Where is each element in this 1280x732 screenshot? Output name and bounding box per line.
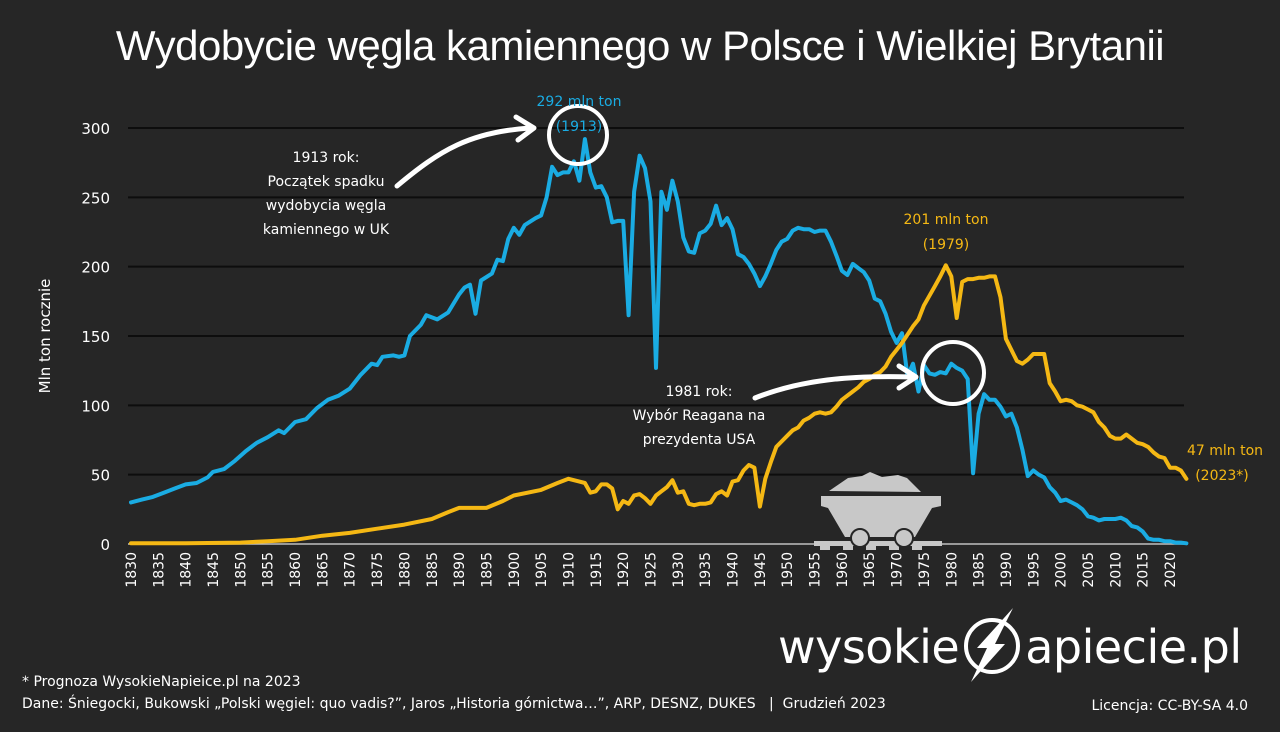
annotation-2023-pl: 47 mln ton [1187, 443, 1263, 459]
gridlines [128, 127, 1184, 545]
svg-text:1865: 1865 [315, 552, 331, 588]
svg-text:2020: 2020 [1163, 552, 1179, 588]
svg-text:2005: 2005 [1081, 552, 1097, 588]
annotation-peak-uk-year: (1913) [556, 119, 603, 135]
svg-text:wydobycia węgla: wydobycia węgla [266, 198, 386, 214]
svg-text:1945: 1945 [753, 552, 769, 588]
svg-text:50: 50 [91, 467, 110, 485]
svg-text:1981 rok:: 1981 rok: [666, 384, 733, 400]
svg-text:1900: 1900 [507, 552, 523, 588]
svg-text:1965: 1965 [862, 552, 878, 588]
chart-title: Wydobycie węgla kamiennego w Polsce i Wi… [115, 22, 1165, 69]
svg-text:1935: 1935 [698, 552, 714, 588]
mine-cart-icon [814, 472, 942, 550]
svg-text:2010: 2010 [1108, 552, 1124, 588]
svg-text:1970: 1970 [890, 552, 906, 588]
arrow-1913 [394, 125, 533, 189]
svg-text:2015: 2015 [1136, 552, 1152, 588]
svg-text:150: 150 [81, 328, 110, 346]
svg-text:1855: 1855 [261, 552, 277, 588]
svg-text:1850: 1850 [233, 552, 249, 588]
footnote-forecast: * Prognoza WysokieNapieice.pl na 2023 [22, 674, 301, 690]
svg-text:1913 rok:: 1913 rok: [293, 150, 360, 166]
svg-text:1910: 1910 [561, 552, 577, 588]
annotation-peak-pl-year: (1979) [923, 237, 970, 253]
arrow-1981 [752, 374, 916, 401]
svg-text:1875: 1875 [370, 552, 386, 588]
annotation-2023-pl-year: (2023*) [1195, 468, 1249, 484]
svg-text:1870: 1870 [343, 552, 359, 588]
svg-text:1830: 1830 [124, 552, 140, 588]
annotation-1913-note: 1913 rok: Początek spadku wydobycia węgla k… [263, 150, 390, 238]
highlight-circle-1981 [920, 340, 986, 406]
svg-text:1995: 1995 [1026, 552, 1042, 588]
svg-text:1955: 1955 [808, 552, 824, 588]
arrow-1913-head [513, 114, 537, 143]
svg-text:200: 200 [81, 259, 110, 277]
svg-text:300: 300 [81, 120, 110, 138]
svg-text:1980: 1980 [944, 552, 960, 588]
svg-text:1905: 1905 [534, 552, 550, 588]
svg-text:kamiennego w UK: kamiennego w UK [263, 222, 390, 238]
footnote-sources: Dane: Śniegocki, Bukowski „Polski węgiel… [22, 696, 886, 712]
svg-text:1840: 1840 [179, 552, 195, 588]
annotation-1981-note: 1981 rok: Wybór Reagana na prezydenta USA [633, 384, 766, 448]
highlight-circle-1913 [547, 104, 609, 166]
annotation-peak-uk: 292 mln ton [537, 94, 622, 110]
logo-text-right: apiecie.pl [1025, 620, 1242, 674]
svg-text:1895: 1895 [479, 552, 495, 588]
svg-text:1930: 1930 [671, 552, 687, 588]
lightning-circle-icon [961, 608, 1023, 682]
svg-text:1925: 1925 [644, 552, 660, 588]
svg-text:2000: 2000 [1054, 552, 1070, 588]
series-line-uk [129, 137, 1189, 546]
svg-text:250: 250 [81, 189, 110, 207]
svg-text:1960: 1960 [835, 552, 851, 588]
y-axis-ticks: 0 50 100 150 200 250 300 [81, 120, 110, 554]
svg-text:1885: 1885 [425, 552, 441, 588]
svg-text:1920: 1920 [616, 552, 632, 588]
series-line-poland [129, 263, 1189, 546]
brand-logo: wysokie apiecie.pl [778, 608, 1242, 682]
svg-text:1860: 1860 [288, 552, 304, 588]
logo-text-left: wysokie [778, 620, 960, 674]
svg-text:Początek spadku: Początek spadku [268, 174, 385, 190]
annotation-peak-pl: 201 mln ton [904, 212, 989, 228]
svg-text:1940: 1940 [726, 552, 742, 588]
svg-text:1985: 1985 [972, 552, 988, 588]
svg-text:1975: 1975 [917, 552, 933, 588]
svg-text:1915: 1915 [589, 552, 605, 588]
svg-text:1890: 1890 [452, 552, 468, 588]
x-axis-ticks: 1830 1835 1840 1845 1850 1855 1860 1865 1870 1875… [124, 552, 1179, 588]
svg-text:1835: 1835 [151, 552, 167, 588]
svg-text:1990: 1990 [999, 552, 1015, 588]
svg-text:1880: 1880 [397, 552, 413, 588]
svg-text:1845: 1845 [206, 552, 222, 588]
arrow-1981-head [896, 363, 919, 391]
svg-text:Wybór Reagana na: Wybór Reagana na [633, 408, 766, 424]
svg-text:100: 100 [81, 397, 110, 415]
svg-text:prezydenta USA: prezydenta USA [643, 432, 756, 448]
svg-text:0: 0 [100, 536, 110, 554]
svg-text:1950: 1950 [780, 552, 796, 588]
y-axis-label: Mln ton rocznie [36, 279, 54, 394]
license-text: Licencja: CC-BY-SA 4.0 [1091, 698, 1248, 714]
